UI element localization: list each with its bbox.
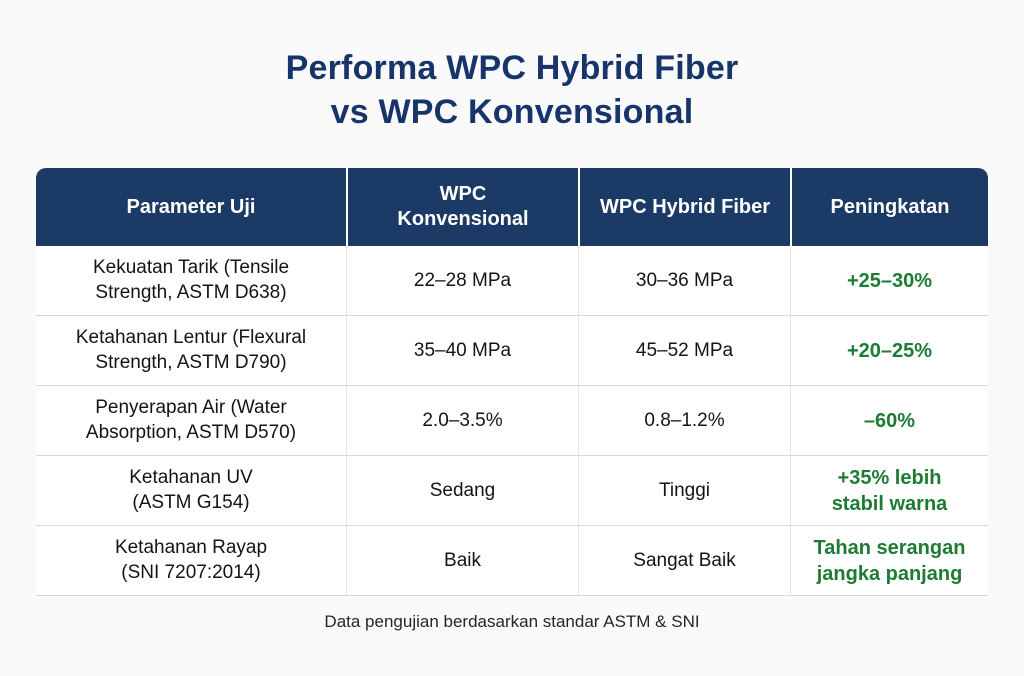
param-cell: Penyerapan Air (Water Absorption, ASTM D…	[36, 386, 346, 457]
hybrid-cell: 0.8–1.2%	[578, 386, 790, 457]
konvensional-cell: 22–28 MPa	[346, 246, 578, 317]
column-header-hybrid: WPC Hybrid Fiber	[578, 168, 790, 247]
page-title: Performa WPC Hybrid Fiber vs WPC Konvens…	[285, 49, 739, 132]
hybrid-cell: Sangat Baik	[578, 526, 790, 597]
column-header-parameter: Parameter Uji	[36, 168, 346, 247]
param-cell: Ketahanan Lentur (Flexural Strength, AST…	[36, 316, 346, 387]
hybrid-cell: 30–36 MPa	[578, 246, 790, 317]
footnote: Data pengujian berdasarkan standar ASTM …	[324, 612, 700, 632]
konvensional-cell: Baik	[346, 526, 578, 597]
peningkatan-cell: –60%	[790, 386, 988, 457]
column-header-peningkatan: Peningkatan	[790, 168, 988, 247]
konvensional-cell: 2.0–3.5%	[346, 386, 578, 457]
table-header-row: Parameter Uji WPC Konvensional WPC Hybri…	[36, 168, 988, 247]
table-row: Kekuatan Tarik (Tensile Strength, ASTM D…	[36, 246, 988, 317]
peningkatan-cell: +25–30%	[790, 246, 988, 317]
hybrid-cell: Tinggi	[578, 456, 790, 527]
peningkatan-cell: Tahan serangan jangka panjang	[790, 526, 988, 597]
peningkatan-cell: +35% lebih stabil warna	[790, 456, 988, 527]
konvensional-cell: Sedang	[346, 456, 578, 527]
column-header-konvensional: WPC Konvensional	[346, 168, 578, 247]
table-row: Ketahanan Rayap (SNI 7207:2014) Baik San…	[36, 526, 988, 597]
table-row: Penyerapan Air (Water Absorption, ASTM D…	[36, 386, 988, 457]
table-row: Ketahanan Lentur (Flexural Strength, AST…	[36, 316, 988, 387]
table-row: Ketahanan UV (ASTM G154) Sedang Tinggi +…	[36, 456, 988, 527]
comparison-table: Parameter Uji WPC Konvensional WPC Hybri…	[36, 168, 988, 597]
hybrid-cell: 45–52 MPa	[578, 316, 790, 387]
peningkatan-cell: +20–25%	[790, 316, 988, 387]
konvensional-cell: 35–40 MPa	[346, 316, 578, 387]
param-cell: Ketahanan UV (ASTM G154)	[36, 456, 346, 527]
param-cell: Ketahanan Rayap (SNI 7207:2014)	[36, 526, 346, 597]
param-cell: Kekuatan Tarik (Tensile Strength, ASTM D…	[36, 246, 346, 317]
